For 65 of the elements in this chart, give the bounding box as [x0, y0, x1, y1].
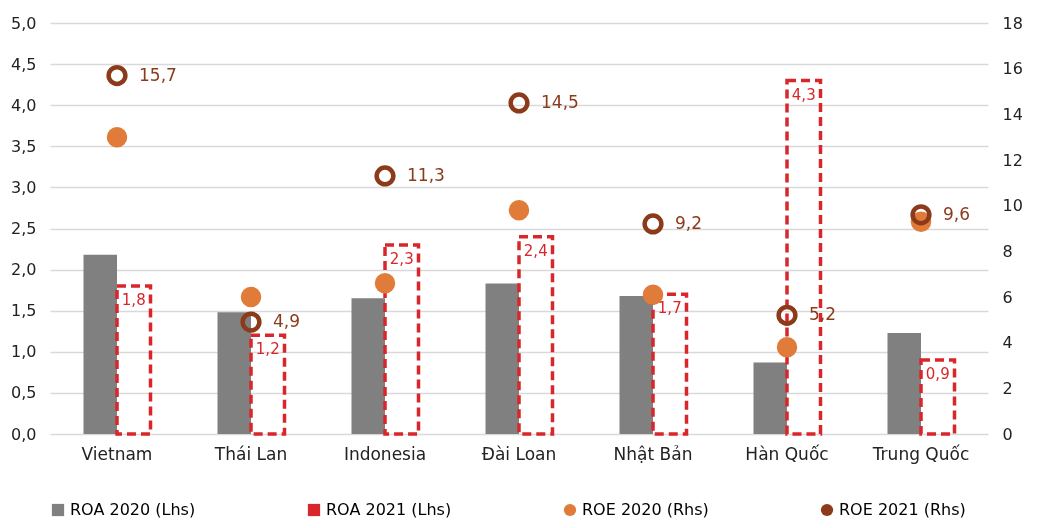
point	[374, 273, 396, 294]
point	[508, 92, 530, 114]
y2-tick-label: 6	[1002, 287, 1013, 307]
point	[776, 337, 798, 358]
x-tick-label: Hàn Quốc	[745, 443, 829, 464]
bar	[485, 283, 519, 434]
data-label: 1,7	[657, 299, 682, 318]
data-label: 14,5	[541, 91, 579, 112]
y2-tick-label: 10	[1002, 196, 1023, 216]
x-tick-label: Đài Loan	[481, 443, 557, 464]
x-tick-label: Nhật Bản	[613, 443, 693, 464]
data-label: 4,9	[273, 311, 301, 332]
point	[776, 304, 798, 326]
y2-tick-label: 12	[1002, 150, 1023, 170]
y-tick-label: 3,0	[11, 177, 37, 197]
data-label: 2,3	[389, 249, 414, 268]
legend-label: ROE 2021 (Rhs)	[839, 500, 966, 519]
data-label: 15,7	[139, 64, 177, 85]
y-tick-label: 5,0	[11, 13, 37, 33]
data-label: 1,8	[121, 291, 146, 310]
x-tick-label: Indonesia	[343, 443, 427, 464]
y-tick-label: 0,5	[11, 383, 37, 403]
bar	[753, 362, 787, 434]
data-label: 2,4	[523, 241, 548, 260]
point	[106, 126, 128, 148]
y-tick-label: 2,0	[11, 260, 37, 280]
point	[106, 64, 128, 87]
bar	[83, 254, 117, 434]
data-label: 9,2	[675, 212, 703, 233]
y2-tick-label: 0	[1002, 424, 1013, 444]
bar	[217, 312, 251, 434]
point	[910, 204, 932, 226]
data-label: 11,3	[407, 164, 445, 185]
y-tick-label: 4,5	[11, 54, 37, 74]
y-tick-label: 1,5	[11, 301, 37, 321]
point	[240, 286, 262, 308]
bar	[619, 295, 653, 434]
legend-label: ROA 2020 (Lhs)	[70, 500, 196, 519]
data-label: 9,6	[943, 203, 971, 224]
point	[240, 311, 262, 333]
data-label: 4,3	[791, 85, 816, 104]
y2-tick-label: 4	[1002, 333, 1013, 353]
point	[508, 200, 530, 221]
bar	[887, 332, 921, 434]
y-tick-label: 0,0	[11, 424, 37, 444]
y-tick-label: 2,5	[11, 219, 37, 238]
legend-label: ROA 2021 (Lhs)	[326, 500, 452, 519]
y2-tick-label: 18	[1002, 13, 1023, 33]
y2-tick-label: 2	[1002, 378, 1013, 398]
y-tick-label: 4,0	[11, 95, 37, 115]
x-tick-label: Thái Lan	[213, 443, 288, 464]
y2-tick-label: 8	[1002, 241, 1013, 261]
y-tick-label: 3,5	[11, 136, 37, 156]
data-label: 5,2	[809, 304, 837, 325]
point	[374, 165, 396, 187]
point	[642, 213, 664, 235]
data-label: 0,9	[925, 365, 950, 384]
legend-label: ROE 2020 (Rhs)	[582, 500, 709, 519]
bar	[351, 298, 385, 434]
y2-tick-label: 16	[1002, 59, 1023, 79]
x-tick-label: Vietnam	[81, 443, 153, 464]
x-tick-label: Trung Quốc	[871, 443, 970, 464]
y-tick-label: 1,0	[11, 342, 37, 362]
y2-tick-label: 14	[1002, 104, 1023, 124]
data-label: 1,2	[255, 340, 280, 359]
